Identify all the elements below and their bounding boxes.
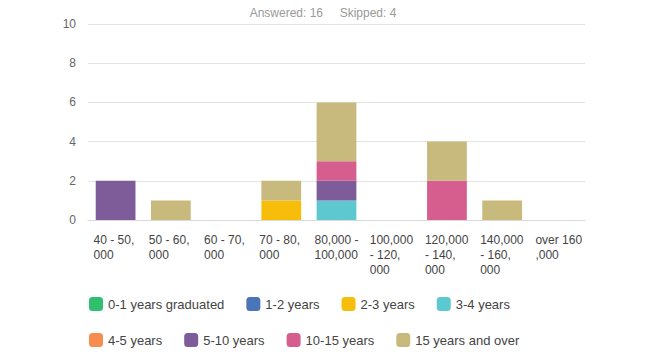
svg-text:- 160,: - 160, <box>480 248 511 262</box>
svg-text:15 years and over: 15 years and over <box>415 333 520 348</box>
svg-text:100,000: 100,000 <box>315 248 359 262</box>
svg-text:120,000: 120,000 <box>425 233 472 247</box>
svg-text:- 120,: - 120, <box>370 248 401 262</box>
svg-text:4: 4 <box>69 135 76 149</box>
svg-text:000: 000 <box>204 248 224 262</box>
svg-text:2-3 years: 2-3 years <box>361 297 416 312</box>
svg-text:10-15 years: 10-15 years <box>306 333 375 348</box>
svg-text:10: 10 <box>63 17 77 31</box>
svg-text:000: 000 <box>370 263 390 277</box>
svg-text:0: 0 <box>69 213 76 227</box>
svg-text:4-5 years: 4-5 years <box>108 333 163 348</box>
svg-text:0-1 years graduated: 0-1 years graduated <box>108 297 224 312</box>
svg-text:000: 000 <box>149 248 169 262</box>
svg-text:1-2 years: 1-2 years <box>265 297 320 312</box>
svg-text:60 - 70,: 60 - 70, <box>204 233 245 247</box>
svg-text:000: 000 <box>259 248 279 262</box>
svg-text:000: 000 <box>480 263 500 277</box>
svg-text:000: 000 <box>425 263 445 277</box>
svg-text:8: 8 <box>69 56 76 70</box>
svg-text:- 140,: - 140, <box>425 248 456 262</box>
svg-text:70 - 80,: 70 - 80, <box>259 233 300 247</box>
svg-text:100,000: 100,000 <box>370 233 417 247</box>
svg-text:2: 2 <box>69 174 76 188</box>
svg-text:5-10 years: 5-10 years <box>203 333 265 348</box>
svg-text:000: 000 <box>94 248 114 262</box>
svg-text:Answered: 16 Skipped: 4: Answered: 16 Skipped: 4 <box>250 6 397 20</box>
svg-text:80,000 -: 80,000 - <box>315 233 362 247</box>
svg-text:3-4 years: 3-4 years <box>456 297 511 312</box>
svg-text:over 160: over 160 <box>535 233 582 247</box>
svg-text:50 - 60,: 50 - 60, <box>149 233 190 247</box>
svg-text:40 - 50,: 40 - 50, <box>94 233 135 247</box>
svg-text:6: 6 <box>69 95 76 109</box>
svg-text:140,000: 140,000 <box>480 233 527 247</box>
svg-text:,000: ,000 <box>535 248 559 262</box>
